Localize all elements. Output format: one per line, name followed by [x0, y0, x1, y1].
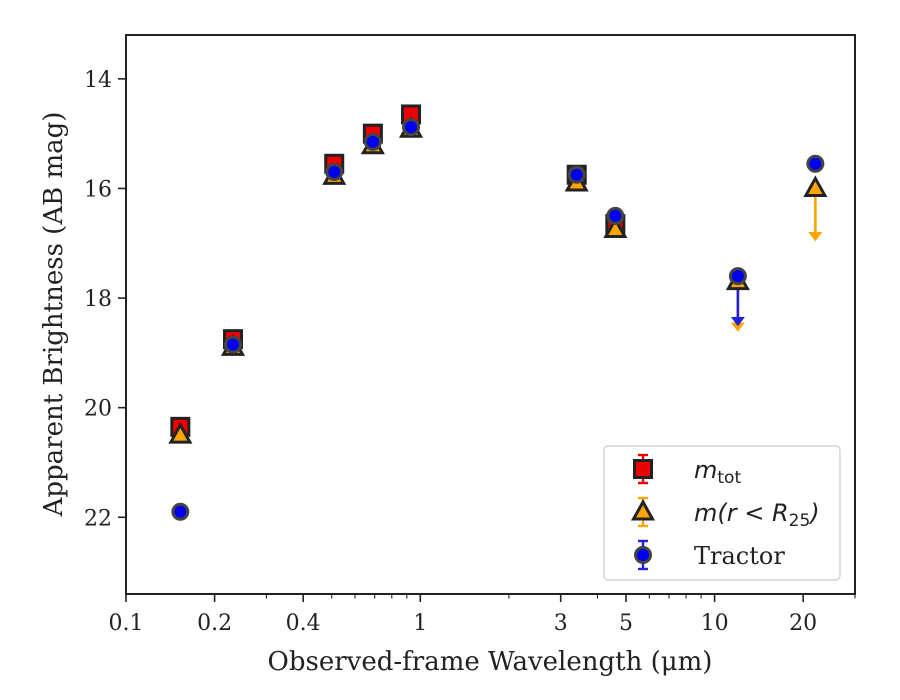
data-point-tractor: [606, 206, 625, 225]
x-tick-label: 0.1: [109, 611, 144, 636]
data-point-tractor: [363, 132, 382, 151]
plot-area: [125, 34, 856, 595]
y-tick-label: 20: [84, 397, 112, 422]
data-point-tractor: [402, 118, 421, 137]
x-tick-label: 3: [554, 611, 568, 636]
legend-marker-m-r-r25: [630, 498, 656, 521]
y-tick-label: 14: [84, 68, 112, 93]
data-point-tractor: [728, 267, 747, 286]
x-tick-label: 0.4: [286, 611, 321, 636]
x-tick-label: 0.2: [197, 611, 232, 636]
legend-marker-tractor: [634, 546, 652, 564]
legend: mtot m(r < R25) Tractor: [603, 445, 841, 581]
x-tick-label: 20: [789, 611, 817, 636]
data-point-m-r-r25: [803, 175, 828, 197]
x-tick-label: 10: [701, 611, 729, 636]
legend-label-m-r-r25: m(r < R25): [694, 499, 820, 531]
legend-label-tractor: Tractor: [694, 542, 785, 570]
legend-box: [603, 445, 841, 581]
y-tick-label: 22: [84, 506, 112, 531]
x-axis-label: Observed-frame Wavelength (μm): [268, 647, 713, 677]
legend-marker-m-tot: [633, 459, 653, 479]
data-point-m-r-r25: [168, 421, 193, 444]
y-tick-label: 16: [84, 177, 112, 202]
data-point-tractor: [806, 154, 825, 173]
data-point-tractor: [224, 335, 243, 354]
y-axis-label: Apparent Brightness (AB mag): [39, 112, 69, 518]
y-tick-label: 18: [84, 287, 112, 312]
data-point-m-r-r25: [603, 216, 628, 239]
upper-limit-arrow-head: [730, 316, 745, 327]
plot-frame: [125, 34, 856, 595]
data-point-tractor: [325, 163, 344, 182]
axis-ticks: 0.1 0.2 0.4 1 3 5 10 20 14 16 18 20 22: [84, 68, 856, 636]
x-tick-label: 5: [619, 611, 633, 636]
x-tick-label: 1: [413, 611, 427, 636]
data-point-tractor: [567, 165, 586, 184]
legend-label-m-tot: mtot: [694, 456, 741, 488]
upper-limit-arrow-head: [808, 232, 823, 242]
data-point-tractor: [171, 502, 190, 521]
